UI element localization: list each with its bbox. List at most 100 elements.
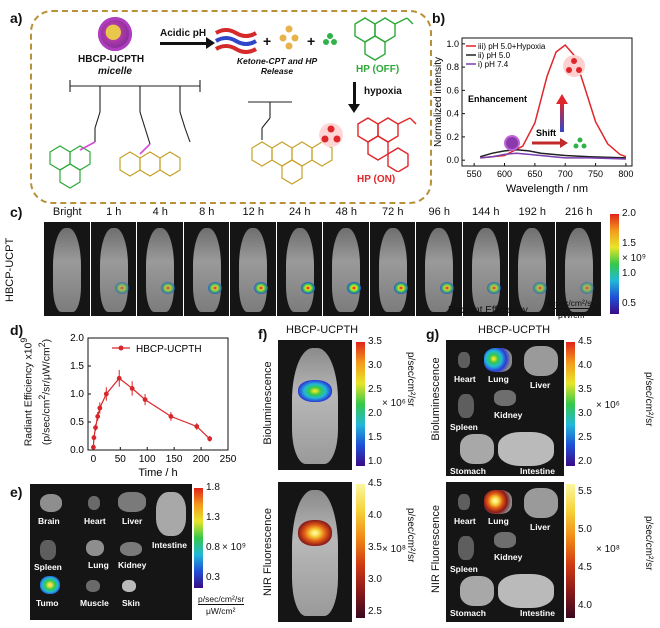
legend-iii: iii) pH 5.0+Hypoxia bbox=[478, 42, 546, 51]
kinetics-point bbox=[95, 414, 101, 419]
lung-organ bbox=[86, 540, 104, 556]
kinetics-legend-marker bbox=[112, 345, 130, 351]
panel-c-cbar-tick: 1.5 bbox=[622, 238, 636, 249]
kinetics-point bbox=[194, 424, 200, 429]
panel-f-label-top: Bioluminescence bbox=[262, 361, 274, 445]
organ-label: Lung bbox=[488, 516, 509, 526]
organ-label: Liver bbox=[122, 516, 143, 526]
timepoint-label: 1 h bbox=[106, 206, 122, 218]
emission-red-dots-icon bbox=[563, 55, 585, 77]
emission-micelle-icon bbox=[504, 135, 520, 151]
timepoint-label: 72 h bbox=[382, 206, 404, 218]
panel-f-bottom-tick: 4.5 bbox=[368, 478, 382, 489]
organ-liver bbox=[524, 488, 558, 518]
panel-g-top-tick: 2.5 bbox=[578, 432, 592, 443]
panel-g-label-top: Bioluminescence bbox=[430, 357, 442, 441]
tumor-signal bbox=[533, 282, 547, 294]
emission-ytick-label: 0.2 bbox=[446, 132, 459, 142]
timepoint-image bbox=[90, 222, 136, 316]
panel-f-label: f) bbox=[258, 326, 268, 342]
hp-on-molecule bbox=[357, 117, 417, 172]
bioluminescence-organs-image: Heart Lung Liver Kidney Spleen Stomach Intesti… bbox=[446, 340, 564, 476]
liver-organ bbox=[118, 492, 146, 512]
organ-label: Brain bbox=[38, 516, 60, 526]
panel-g-title: HBCP-UCPTH bbox=[478, 324, 551, 336]
emission-ytick-label: 1.0 bbox=[446, 39, 459, 49]
panel-c-cbar-unit-top: p/sec/cm²/sr bbox=[548, 298, 595, 309]
kinetics-point bbox=[93, 425, 98, 430]
panel-f-bottom-tick: 2.5 bbox=[368, 606, 382, 617]
ketone-cpt-molecule bbox=[251, 141, 333, 185]
emission-xtick-label: 600 bbox=[497, 169, 512, 179]
organ-label: Kidney bbox=[494, 552, 523, 562]
polymer-structure bbox=[49, 80, 201, 189]
kinetics-ytick-label: 1.0 bbox=[70, 389, 84, 400]
kinetics-point bbox=[129, 386, 135, 391]
organ-kidney bbox=[494, 532, 516, 548]
brain-organ bbox=[40, 494, 62, 512]
organ-label: Kidney bbox=[118, 560, 147, 570]
shift-arrow bbox=[532, 138, 568, 148]
panel-g-label-bottom: NIR Fluorescence bbox=[430, 504, 442, 594]
emission-ylabel: Normalized intensity bbox=[433, 57, 444, 147]
panel-f-top-mult: × 10⁶ bbox=[382, 398, 406, 409]
kinetics-xtick-label: 50 bbox=[115, 454, 127, 465]
hp-on-dots-icon bbox=[319, 123, 343, 147]
panel-c-colorbar bbox=[610, 214, 619, 314]
kinetics-point bbox=[116, 375, 122, 381]
drug-cluster-icon bbox=[279, 25, 299, 50]
panel-g-top-tick: 4.0 bbox=[578, 360, 592, 371]
panel-c-row-label: HBCP-UCPT bbox=[4, 237, 16, 302]
kinetics-xtick-label: 100 bbox=[139, 454, 156, 465]
timepoint-image bbox=[44, 222, 90, 316]
organ-label: Heart bbox=[454, 374, 476, 384]
panel-e-label: e) bbox=[10, 484, 23, 500]
kinetics-point bbox=[97, 405, 103, 411]
emission-ytick-label: 0.6 bbox=[446, 85, 459, 95]
panel-g-bottom-mult: × 10⁸ bbox=[596, 544, 620, 555]
timepoint-image bbox=[369, 222, 415, 316]
panel-e-cbar-mult: × 10⁹ bbox=[222, 542, 247, 553]
timepoint-label: 4 h bbox=[152, 206, 168, 218]
organ-lung bbox=[484, 490, 512, 514]
panel-b-label: b) bbox=[432, 10, 446, 26]
legend-i: i) pH 7.4 bbox=[478, 60, 509, 69]
panel-f-top-tick: 2.0 bbox=[368, 408, 382, 419]
nir-fluorescence-mouse-image bbox=[278, 482, 352, 622]
panel-c-cbar-unit-bottom: μW/cm² bbox=[558, 310, 588, 320]
organ-lung bbox=[484, 348, 512, 372]
organ-intestine bbox=[498, 432, 554, 466]
organ-label: Liver bbox=[530, 380, 551, 390]
organ-label: Skin bbox=[122, 598, 140, 608]
timepoint-label: 48 h bbox=[335, 206, 357, 218]
timepoint-image bbox=[416, 222, 462, 316]
emission-series-1 bbox=[479, 148, 626, 159]
panel-d-label: d) bbox=[10, 322, 24, 338]
organ-intestine bbox=[498, 574, 554, 608]
timepoint-label: 144 h bbox=[471, 206, 500, 218]
organ-kidney bbox=[494, 390, 516, 406]
tumor-signal bbox=[393, 282, 408, 294]
emission-xtick-label: 800 bbox=[618, 169, 633, 179]
muscle-organ bbox=[86, 580, 100, 592]
kinetics-point bbox=[103, 391, 109, 397]
kinetics-point bbox=[91, 435, 97, 441]
panel-e-cbar-unit-top: p/sec/cm²/sr bbox=[198, 594, 245, 605]
panel-g-top-unit: p/sec/cm²/sr bbox=[643, 372, 654, 427]
panel-c-cbar-mult: × 10⁹ bbox=[622, 253, 647, 264]
timepoint-label: 96 h bbox=[428, 206, 450, 218]
panel-g-bottom-colorbar bbox=[566, 484, 575, 618]
hydrazide-structure bbox=[248, 101, 292, 140]
emission-ytick-label: 0.8 bbox=[446, 62, 459, 72]
panel-f-bottom-unit: p/sec/cm²/sr bbox=[405, 508, 416, 563]
panel-f-bottom-mult: × 10⁸ bbox=[382, 544, 406, 555]
panel-f-top-colorbar bbox=[356, 342, 365, 466]
tumor-signal bbox=[207, 282, 222, 294]
organ-liver bbox=[524, 346, 558, 376]
kinetics-xlabel: Time / h bbox=[138, 467, 177, 479]
micelle-word: micelle bbox=[98, 66, 132, 77]
panel-f-top-tick: 2.5 bbox=[368, 384, 382, 395]
timepoint-image bbox=[323, 222, 369, 316]
heart-organ bbox=[88, 496, 100, 510]
arrow-down-head bbox=[348, 104, 360, 113]
